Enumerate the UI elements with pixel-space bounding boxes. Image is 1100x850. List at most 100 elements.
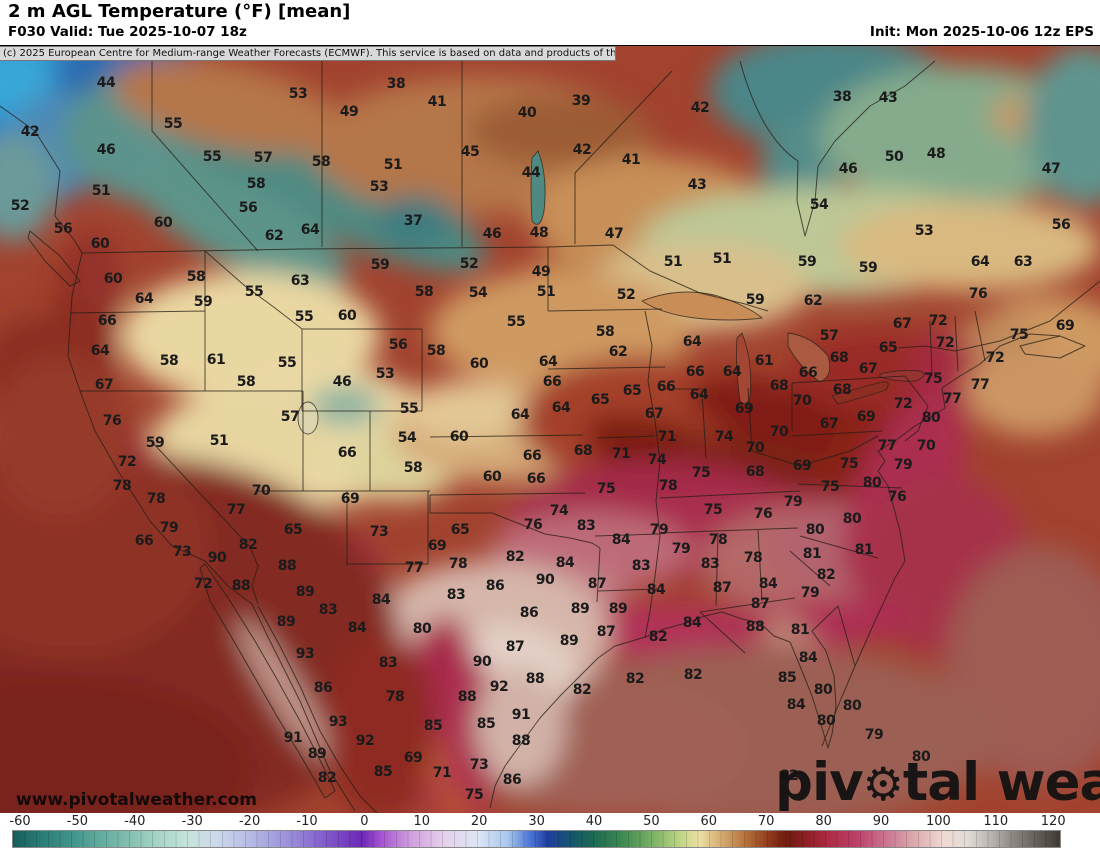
- temp-label: 79: [159, 520, 179, 536]
- temperature-field: [0, 46, 1100, 814]
- temp-label: 38: [832, 89, 852, 105]
- temp-label: 51: [383, 157, 403, 173]
- temp-label: 65: [590, 392, 610, 408]
- temp-label: 89: [295, 584, 315, 600]
- colorbar-tick: 100: [925, 814, 951, 829]
- temp-label: 59: [797, 254, 817, 270]
- temp-label: 82: [625, 671, 645, 687]
- brand-prefix: piv: [775, 752, 864, 813]
- temp-label: 80: [412, 621, 432, 637]
- temp-label: 79: [864, 727, 884, 743]
- temp-label: 67: [644, 406, 664, 422]
- temp-label: 57: [819, 328, 839, 344]
- temp-label: 54: [397, 430, 417, 446]
- temp-label: 64: [538, 354, 558, 370]
- temp-label: 88: [457, 689, 477, 705]
- temp-label: 46: [482, 226, 502, 242]
- temp-label: 66: [798, 365, 818, 381]
- colorbar-tick: 0: [360, 814, 369, 829]
- temp-label: 85: [423, 718, 443, 734]
- temp-label: 49: [339, 104, 359, 120]
- temp-label: 37: [403, 213, 423, 229]
- temp-label: 69: [403, 750, 423, 766]
- temp-label: 72: [193, 576, 213, 592]
- colorbar-tick: 40: [585, 814, 603, 829]
- field-blobs: [0, 46, 1100, 814]
- temp-label: 60: [449, 429, 469, 445]
- temp-label: 48: [926, 146, 946, 162]
- temp-label: 71: [611, 446, 631, 462]
- temp-label: 78: [658, 478, 678, 494]
- temp-label: 82: [238, 537, 258, 553]
- temp-label: 46: [96, 142, 116, 158]
- gear-icon: ⚙: [862, 757, 904, 811]
- borders: [0, 60, 1100, 814]
- temp-label: 72: [928, 313, 948, 329]
- temp-label: 86: [519, 605, 539, 621]
- temp-label: 83: [576, 518, 596, 534]
- temp-label: 59: [745, 292, 765, 308]
- temp-label: 60: [90, 236, 110, 252]
- temp-label: 93: [295, 646, 315, 662]
- temp-label: 56: [388, 337, 408, 353]
- temp-label: 88: [525, 671, 545, 687]
- temp-label: 78: [112, 478, 132, 494]
- temp-label: 43: [687, 177, 707, 193]
- temp-label: 77: [226, 502, 246, 518]
- temp-label: 42: [20, 124, 40, 140]
- temp-label: 64: [551, 400, 571, 416]
- temp-label: 88: [745, 619, 765, 635]
- temp-label: 65: [450, 522, 470, 538]
- temp-label: 43: [878, 90, 898, 106]
- temp-label: 76: [968, 286, 988, 302]
- temp-label: 91: [283, 730, 303, 746]
- temp-label: 70: [251, 483, 271, 499]
- temp-label: 73: [469, 757, 489, 773]
- temp-label: 88: [277, 558, 297, 574]
- temp-label: 64: [90, 343, 110, 359]
- temp-label: 49: [531, 264, 551, 280]
- temp-label: 66: [134, 533, 154, 549]
- temp-label: 87: [712, 580, 732, 596]
- temp-label: 47: [604, 226, 624, 242]
- temp-label: 54: [468, 285, 488, 301]
- temp-label: 52: [459, 256, 479, 272]
- temp-label: 80: [805, 522, 825, 538]
- temp-label: 82: [683, 667, 703, 683]
- temp-label: 87: [750, 596, 770, 612]
- temp-label: 91: [511, 707, 531, 723]
- colorbar-tick: 80: [815, 814, 832, 829]
- temp-label: 51: [712, 251, 732, 267]
- temp-label: 77: [942, 391, 962, 407]
- temp-label: 79: [649, 522, 669, 538]
- temp-label: 71: [657, 429, 677, 445]
- temp-label: 52: [10, 198, 30, 214]
- temp-label: 62: [264, 228, 284, 244]
- temp-label: 46: [332, 374, 352, 390]
- temp-label: 52: [616, 287, 636, 303]
- temp-label: 82: [779, 768, 799, 784]
- temp-label: 56: [53, 221, 73, 237]
- temp-label: 80: [816, 713, 836, 729]
- temp-label: 82: [816, 567, 836, 583]
- temp-label: 60: [153, 215, 173, 231]
- colorbar-tick: -50: [66, 814, 89, 829]
- temp-label: 73: [369, 524, 389, 540]
- brand-watermark: piv⚙tal weather: [775, 752, 1100, 813]
- temp-label: 75: [464, 787, 484, 803]
- temp-label: 69: [427, 538, 447, 554]
- colorbar-tick: 60: [700, 814, 718, 829]
- temp-label: 73: [172, 544, 192, 560]
- temp-label: 75: [596, 481, 616, 497]
- temp-label: 58: [186, 269, 206, 285]
- temp-label: 69: [734, 401, 754, 417]
- temp-label: 76: [753, 506, 773, 522]
- temp-label: 58: [414, 284, 434, 300]
- site-url-watermark: www.pivotalweather.com: [16, 790, 258, 810]
- colorbar-tick: -60: [9, 814, 31, 829]
- temp-label: 85: [373, 764, 393, 780]
- temp-label: 78: [708, 532, 728, 548]
- temp-label: 44: [96, 75, 116, 91]
- temp-label: 42: [572, 142, 592, 158]
- temp-label: 54: [809, 197, 829, 213]
